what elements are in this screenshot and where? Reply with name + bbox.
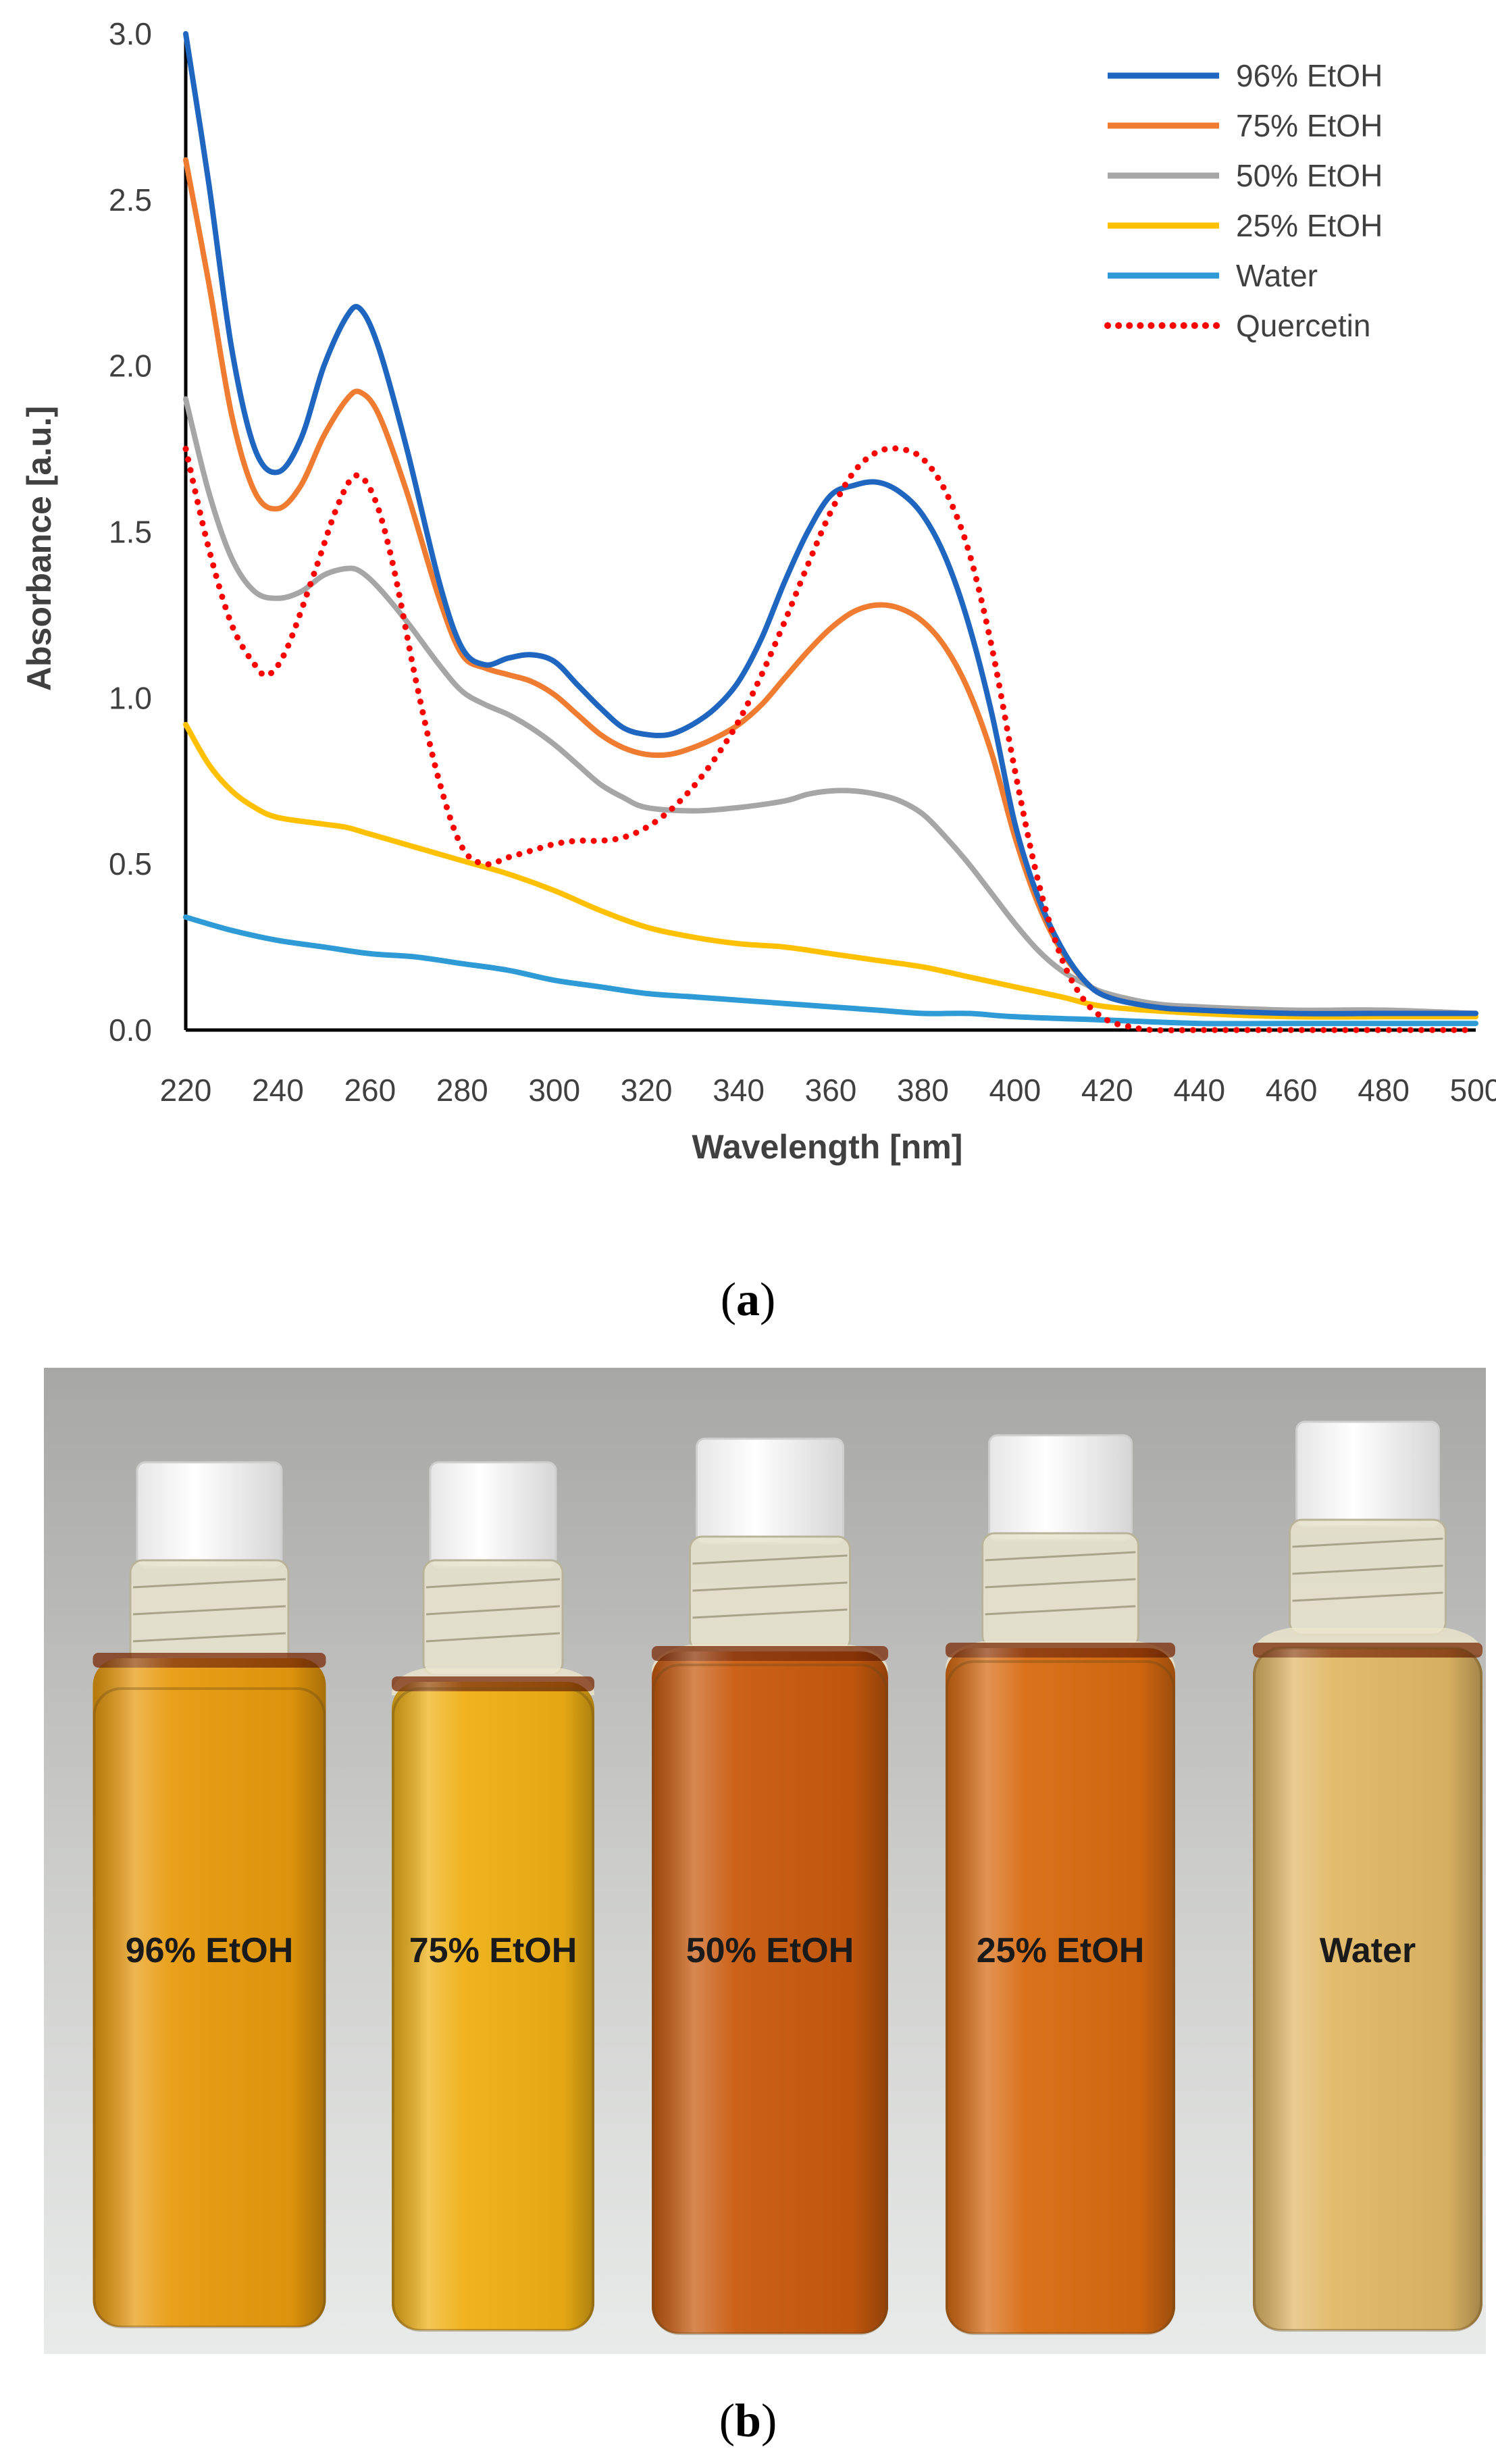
x-tick-label: 480 — [1358, 1073, 1410, 1108]
vial-cap — [429, 1461, 557, 1568]
vial-outline — [392, 1687, 594, 2332]
vial-thread — [692, 1581, 848, 1592]
panel-label-b-open: ( — [719, 2395, 736, 2447]
series-line-water — [183, 914, 1478, 1027]
y-tick-label: 1.0 — [109, 680, 152, 715]
vial: 50% EtOH — [652, 1437, 888, 2335]
vial-thread — [1292, 1537, 1443, 1548]
legend-label: Water — [1236, 258, 1318, 293]
vial-thread — [985, 1551, 1136, 1562]
vial-outline — [1253, 1647, 1482, 2332]
panel-label-b-close: ) — [760, 2395, 777, 2447]
vial: 25% EtOH — [946, 1434, 1175, 2335]
legend-label: 50% EtOH — [1236, 158, 1383, 193]
vial-cap — [136, 1461, 283, 1568]
panel-label-b: (b) — [0, 2394, 1496, 2448]
y-tick-label: 1.5 — [109, 515, 152, 550]
x-tick-label: 500 — [1450, 1073, 1496, 1108]
chart-ticks: 220 240 260 280 300 320 340 360 380 400 420 440 460 4… — [109, 16, 1496, 1108]
panel-label-a: (a) — [0, 1273, 1496, 1327]
series-line-25-etoh — [183, 721, 1478, 1020]
vial-thread — [425, 1578, 561, 1589]
vial-neck — [1289, 1518, 1447, 1636]
x-tick-label: 300 — [528, 1073, 580, 1108]
vial-thread — [985, 1605, 1136, 1616]
y-axis-label: Absorbance [a.u.] — [20, 406, 58, 691]
panel-label-a-letter: a — [736, 1274, 760, 1326]
vial-thread — [692, 1608, 848, 1619]
vial-label: 75% EtOH — [409, 1931, 577, 1970]
vial-outline — [93, 1687, 326, 2328]
series-line-quercetin — [182, 445, 1479, 1033]
vial-thread — [425, 1632, 561, 1643]
vial-glass-shading — [946, 1648, 1175, 2334]
x-tick-label: 460 — [1266, 1073, 1318, 1108]
y-tick-label: 3.0 — [109, 16, 152, 51]
vial-thread — [425, 1605, 561, 1616]
legend-label: Quercetin — [1236, 308, 1370, 343]
vial-label: Water — [1320, 1931, 1416, 1970]
vial-label: 96% EtOH — [126, 1931, 294, 1970]
x-tick-label: 360 — [805, 1073, 857, 1108]
x-tick-label: 440 — [1173, 1073, 1225, 1108]
vials-photo: 96% EtOH 75% EtOH 50% EtOH 25% EtOH Water — [44, 1368, 1486, 2354]
vial-glass-shading — [93, 1658, 326, 2327]
vial-glass-shading — [652, 1651, 888, 2334]
vial: Water — [1253, 1420, 1482, 2332]
x-tick-label: 240 — [252, 1073, 304, 1108]
vial-thread — [985, 1578, 1136, 1589]
vial-cap — [696, 1437, 844, 1545]
x-tick-label: 320 — [621, 1073, 673, 1108]
panel-label-b-letter: b — [735, 2395, 761, 2447]
vial-cap — [1295, 1420, 1440, 1528]
legend-label: 96% EtOH — [1236, 58, 1383, 93]
chart-series — [182, 31, 1479, 1033]
y-tick-label: 2.0 — [109, 349, 152, 384]
vial-thread — [132, 1605, 286, 1616]
x-tick-label: 420 — [1081, 1073, 1133, 1108]
vial-glass-shading — [392, 1682, 594, 2330]
vial: 75% EtOH — [392, 1461, 594, 2332]
vial-label: 50% EtOH — [686, 1931, 854, 1970]
y-tick-label: 0.5 — [109, 846, 152, 881]
legend-label: 25% EtOH — [1236, 208, 1383, 243]
x-axis-label: Wavelength [nm] — [692, 1128, 963, 1166]
x-tick-label: 280 — [436, 1073, 488, 1108]
vial: 96% EtOH — [93, 1461, 326, 2328]
vial-neck — [422, 1559, 564, 1676]
vial-thread — [692, 1554, 848, 1565]
x-tick-label: 260 — [344, 1073, 396, 1108]
chart-legend: 96% EtOH 75% EtOH 50% EtOH 25% EtOH Water Que… — [1104, 58, 1383, 343]
vials: 96% EtOH 75% EtOH 50% EtOH 25% EtOH Water — [93, 1420, 1482, 2335]
vial-outline — [946, 1660, 1175, 2335]
vial-thread — [1292, 1591, 1443, 1602]
x-tick-label: 400 — [989, 1073, 1041, 1108]
vial-thread — [132, 1632, 286, 1643]
vial-outline — [652, 1664, 888, 2335]
vial-neck — [689, 1535, 851, 1653]
vial-thread — [132, 1578, 286, 1589]
absorbance-chart: 220 240 260 280 300 320 340 360 380 400 420 440 460 4… — [20, 16, 1496, 1166]
y-tick-label: 0.0 — [109, 1012, 152, 1048]
x-tick-label: 340 — [713, 1073, 765, 1108]
panel-label-a-close: ) — [760, 1274, 776, 1326]
legend-label: 75% EtOH — [1236, 108, 1383, 143]
vial-cap — [988, 1434, 1133, 1541]
x-tick-label: 380 — [897, 1073, 949, 1108]
panel-label-a-open: ( — [720, 1274, 736, 1326]
series-line-50-etoh — [183, 396, 1478, 1017]
vial-thread — [1292, 1564, 1443, 1575]
y-tick-label: 2.5 — [109, 182, 152, 217]
vial-neck — [981, 1532, 1139, 1649]
vial-glass-shading — [1253, 1648, 1482, 2330]
vial-label: 25% EtOH — [977, 1931, 1145, 1970]
x-tick-label: 220 — [160, 1073, 212, 1108]
series-line-96-etoh — [183, 31, 1478, 1017]
